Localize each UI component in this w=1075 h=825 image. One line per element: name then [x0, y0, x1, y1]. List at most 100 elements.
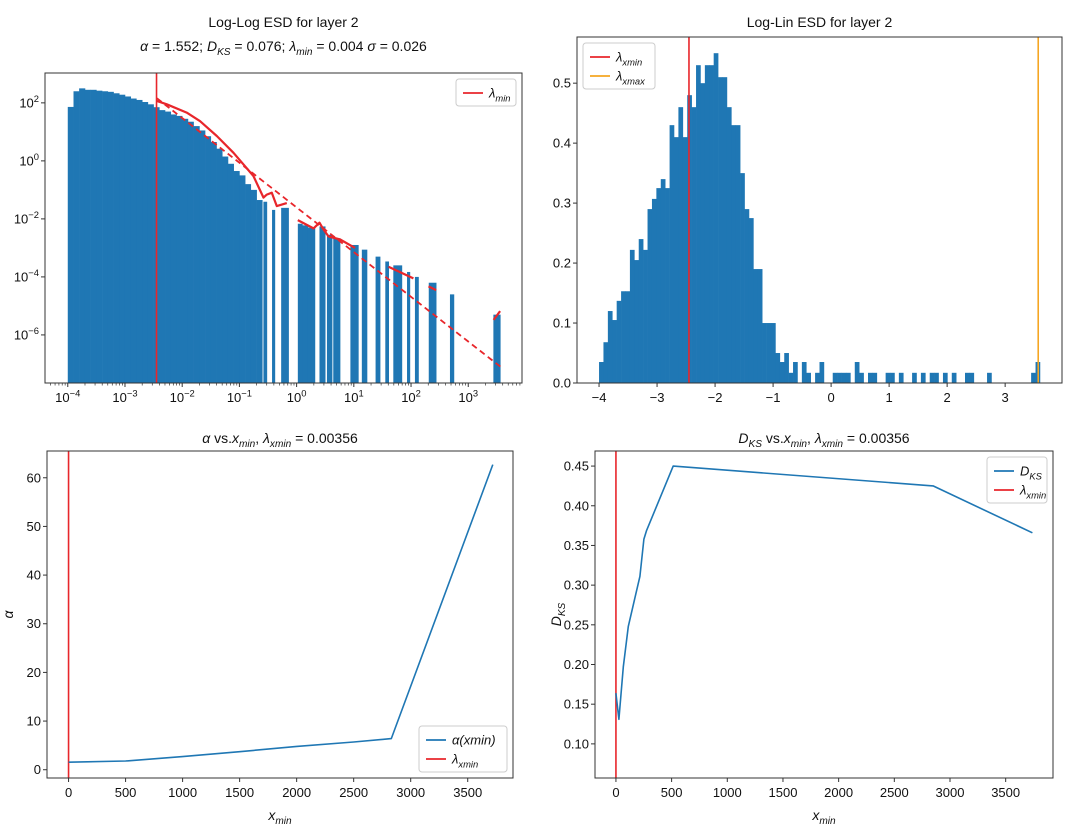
hist-bar — [788, 372, 794, 383]
hist-bar — [187, 121, 194, 383]
hist-bar — [806, 372, 811, 383]
fit-curve-segment — [297, 219, 356, 249]
hist-bar — [740, 173, 745, 383]
y-tick-label: 10−4 — [14, 267, 39, 284]
hist-bar — [625, 291, 631, 383]
y-tick-label: 0.3 — [553, 196, 571, 211]
x-tick-label: 2 — [944, 390, 951, 405]
series-line — [615, 465, 1033, 721]
chart-title: α vs.xmin, λxmin = 0.00356 — [202, 430, 358, 450]
legend — [986, 456, 1048, 504]
hist-bar — [239, 175, 246, 383]
hist-bar — [216, 148, 223, 383]
x-axis-label: xmin — [267, 807, 292, 825]
hist-bar — [159, 110, 166, 383]
hist-bar — [837, 372, 842, 383]
y-tick-label: 20 — [27, 665, 41, 680]
x-tick-label: 101 — [344, 388, 364, 405]
y-tick-label: 10−6 — [14, 325, 39, 342]
hist-bar — [393, 265, 403, 383]
x-tick-label: 3500 — [453, 785, 482, 800]
hist-bar — [682, 137, 688, 383]
hist-bar — [607, 311, 613, 383]
x-tick-label: 10−4 — [55, 388, 80, 405]
y-tick-label: 0.30 — [564, 578, 589, 593]
hist-bar — [744, 209, 750, 383]
hist-bar — [779, 362, 785, 383]
hist-bar — [302, 225, 309, 383]
y-tick-label: 40 — [27, 568, 41, 583]
hist-bar — [319, 226, 326, 383]
legend-label: α(xmin) — [452, 733, 496, 748]
hist-bar — [205, 136, 212, 383]
hist-bar — [84, 89, 91, 383]
legend-box — [582, 42, 656, 90]
hist-bar — [176, 115, 183, 383]
hist-bar — [965, 372, 970, 383]
hist-bar — [629, 249, 635, 383]
hist-bar — [678, 107, 684, 383]
y-tick-label: 0.5 — [553, 76, 571, 91]
x-tick-label: 3000 — [396, 785, 425, 800]
hist-bar — [669, 125, 675, 383]
chart-title: Log-Lin ESD for layer 2 — [747, 14, 893, 30]
y-tick-label: 0.45 — [564, 459, 589, 474]
hist-bar — [859, 372, 864, 383]
hist-bar — [726, 107, 732, 383]
hist-bar — [647, 209, 653, 383]
x-tick-label: 10−1 — [227, 388, 252, 405]
y-tick-label: 0.2 — [553, 256, 571, 271]
hist-bar — [407, 271, 411, 383]
hist-bar — [210, 142, 217, 383]
y-tick-label: 10−2 — [14, 209, 39, 226]
hist-bar — [898, 372, 904, 383]
hist-bar — [868, 372, 873, 383]
hist-bar — [621, 291, 626, 383]
y-tick-label: 0 — [34, 762, 41, 777]
hist-bar — [297, 223, 303, 383]
axes-frame — [46, 450, 514, 779]
fit-curve-segment — [156, 99, 288, 208]
x-tick-label: −4 — [592, 390, 607, 405]
x-tick-label: 10−3 — [112, 388, 137, 405]
hist-bar — [73, 91, 80, 383]
x-tick-label: 10−2 — [170, 388, 195, 405]
hist-bar — [79, 88, 86, 383]
subplot-loglin — [573, 36, 1063, 387]
hist-bar — [67, 106, 74, 383]
hist-bar — [142, 102, 149, 383]
hist-bar — [643, 249, 648, 383]
y-tick-label: 0.4 — [553, 136, 571, 151]
legend — [418, 725, 508, 773]
legend-box — [986, 456, 1048, 504]
subplot-dks — [591, 450, 1054, 782]
y-tick-label: 0.10 — [564, 736, 589, 751]
hist-bar — [634, 260, 640, 383]
hist-bar — [987, 372, 992, 383]
x-tick-label: 2500 — [880, 785, 909, 800]
hist-bar — [731, 125, 737, 383]
hist-bar — [651, 198, 657, 383]
hist-bar — [753, 269, 759, 383]
hist-bar — [656, 188, 662, 383]
hist-bar — [801, 362, 807, 383]
hist-bar — [912, 372, 917, 383]
hist-bar — [124, 96, 132, 383]
hist-bar — [599, 362, 604, 383]
fit-curve-segment — [388, 265, 414, 280]
hist-bar — [766, 323, 772, 383]
hist-bar — [182, 118, 189, 383]
hist-bar — [920, 372, 926, 383]
y-tick-label: 60 — [27, 470, 41, 485]
x-tick-label: 0 — [827, 390, 834, 405]
legend-label: λxmin — [1019, 483, 1046, 501]
hist-bar — [361, 249, 368, 383]
x-tick-label: 103 — [458, 388, 478, 405]
x-tick-label: 1500 — [769, 785, 798, 800]
hist-bar — [854, 362, 860, 383]
hist-bar — [263, 201, 268, 383]
axes-frame — [576, 36, 1063, 384]
x-tick-label: 100 — [287, 388, 307, 405]
x-tick-label: 2500 — [339, 785, 368, 800]
